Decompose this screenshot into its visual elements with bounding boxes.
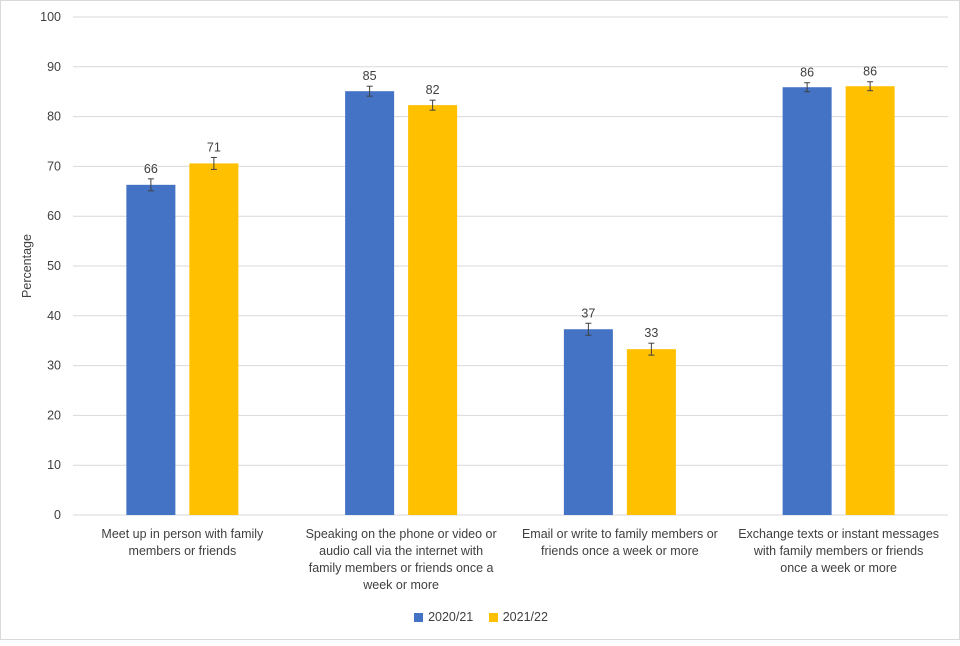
bar-s1-c0 [189,163,239,516]
bar-s0-c1 [345,91,395,516]
x-tick-label-line: audio call via the internet with [319,544,484,558]
legend-label-2021-22: 2021/22 [502,610,548,624]
x-tick-label-line: Speaking on the phone or video or [305,527,497,541]
y-tick-label-0: 0 [54,508,61,522]
bars [126,86,895,516]
y-tick-label-20: 20 [47,408,61,422]
data-label-s1-c2: 33 [644,326,658,340]
legend-swatch-2020-21 [414,612,424,622]
y-tick-label-30: 30 [47,359,61,373]
legend-item-2020-21: 2020/21 [414,610,473,624]
legend-swatch-2021-22 [488,612,498,622]
error-bars [147,81,874,356]
legend: 2020/21 2021/22 [1,610,960,625]
x-tick-label-line: Meet up in person with family [101,527,264,541]
x-tick-label-line: Exchange texts or instant messages [738,527,940,541]
x-tick-label-0: Meet up in person with family members or … [75,526,290,560]
legend-label-2020-21: 2020/21 [428,610,474,624]
data-label-s1-c0: 71 [207,140,221,154]
x-tick-label-1: Speaking on the phone or video or audio c… [294,526,509,594]
x-tick-label-line: friends once a week or more [541,544,699,558]
x-tick-label-line: Email or write to family members or [521,527,718,541]
y-tick-label-10: 10 [47,458,61,472]
bar-s1-c1 [408,105,458,516]
y-tick-label-60: 60 [47,209,61,223]
y-tick-label-40: 40 [47,309,61,323]
y-tick-label-100: 100 [40,10,61,24]
data-label-s0-c1: 85 [363,69,377,83]
y-axis-ticks: 0 10 20 30 40 50 60 70 80 90 100 [40,10,61,522]
y-tick-label-50: 50 [47,259,61,273]
data-label-s0-c2: 37 [581,306,595,320]
legend-item-2021-22: 2021/22 [488,610,548,624]
bar-s0-c0 [126,184,176,516]
data-label-s1-c1: 82 [426,83,440,97]
x-tick-label-line: members or friends [128,544,237,558]
x-tick-label-line: week or more [363,578,439,592]
x-tick-label-line: once a week or more [780,561,897,575]
y-axis-label: Percentage [20,234,34,298]
data-label-s1-c3: 86 [863,65,877,79]
data-labels: 66 71 85 82 37 33 86 86 [144,65,877,340]
y-tick-label-70: 70 [47,159,61,173]
x-tick-label-line: family members or friends once a [308,561,494,575]
bar-s0-c2 [563,329,613,515]
data-label-s0-c3: 86 [800,66,814,80]
bar-s1-c2 [626,349,676,515]
data-label-s0-c0: 66 [144,162,158,176]
x-tick-label-3: Exchange texts or instant messages with f… [731,526,946,577]
x-tick-label-2: Email or write to family members or frien… [512,526,727,560]
y-tick-label-90: 90 [47,60,61,74]
x-tick-label-line: with family members or friends [753,544,924,558]
bar-s1-c3 [845,86,895,516]
bar-s0-c3 [782,87,832,515]
y-tick-label-80: 80 [47,110,61,124]
